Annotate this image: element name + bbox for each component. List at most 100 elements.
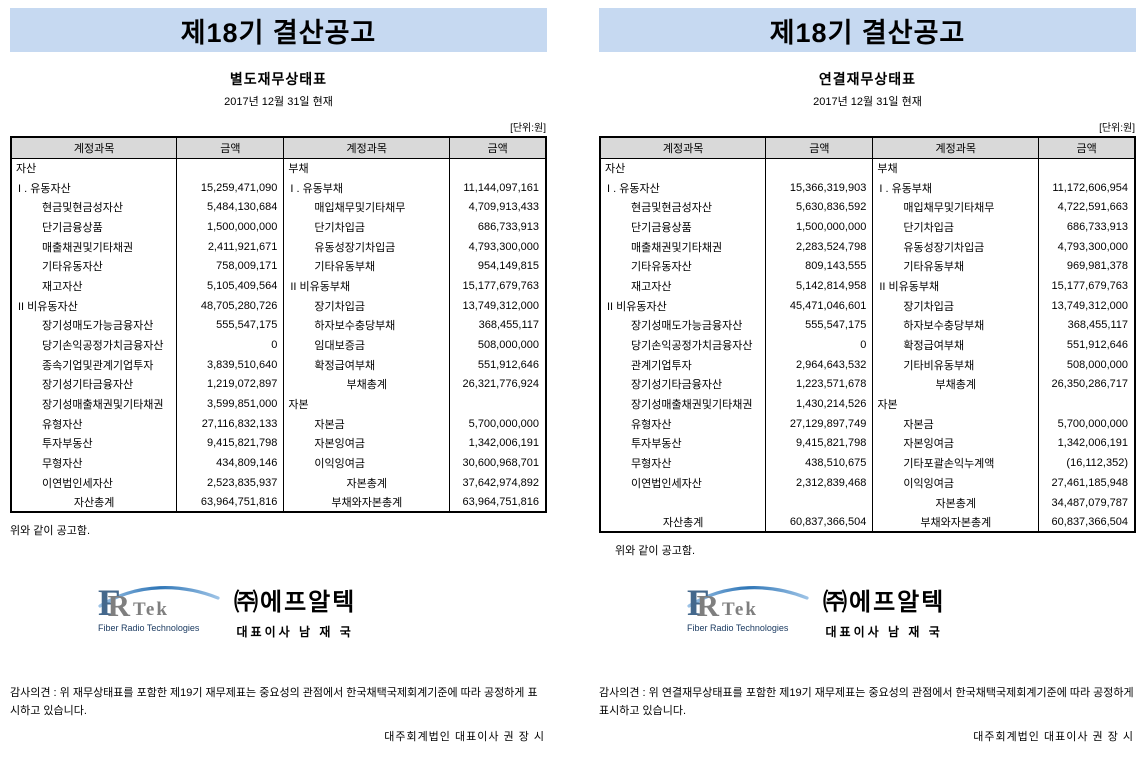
amount-cell: 15,366,319,903 [765, 177, 874, 198]
account-cell: 자본 [283, 394, 451, 414]
account-cell: 장기차입금 [283, 295, 451, 316]
amount-cell: 1,500,000,000 [765, 217, 874, 237]
account-cell: 자본 [872, 394, 1040, 414]
column-header-amount: 금액 [176, 136, 285, 159]
account-cell: 하자보수충당부채 [872, 315, 1040, 336]
amount-cell: 60,837,366,504 [1038, 512, 1136, 533]
amount-cell: 2,964,643,532 [765, 354, 874, 375]
table-row: 매출채권및기타채권 2,283,524,798 유동성장기차입금 4,793,300,… [599, 236, 1136, 257]
amount-cell: 969,981,378 [1038, 256, 1136, 277]
table-row: 종속기업및관계기업투자 3,839,510,640 확정급여부채 551,912,64… [10, 354, 547, 375]
table-row: 단기금융상품 1,500,000,000 단기차입금 686,733,913 [10, 217, 547, 237]
table-row: 현금및현금성자산 5,484,130,684 매입채무및기타채무 4,709,913,… [10, 197, 547, 218]
account-cell: 당기손익공정가치금융자산 [599, 335, 767, 355]
account-cell: 장기성매출채권및기타채권 [599, 394, 767, 414]
account-cell: 단기금융상품 [10, 217, 178, 237]
account-cell: 장기성기타금융자산 [10, 374, 178, 395]
table-row: 투자부동산 9,415,821,798 자본잉여금 1,342,006,191 [599, 433, 1136, 454]
amount-cell: 63,964,751,816 [449, 492, 547, 513]
account-cell: 자산 [10, 158, 178, 178]
account-cell: 매출채권및기타채권 [10, 236, 178, 257]
logo-word-tek: Tek [722, 599, 758, 621]
account-cell: 부채와자본총계 [872, 512, 1040, 533]
logo-swoosh-icon [98, 586, 220, 608]
amount-cell: 48,705,280,726 [176, 295, 285, 316]
amount-cell: 551,912,646 [1038, 335, 1136, 355]
account-cell: 현금및현금성자산 [599, 197, 767, 218]
amount-cell: 5,142,814,958 [765, 276, 874, 296]
account-cell: I . 유동부채 [872, 177, 1040, 198]
company-block: F R Tek Fiber Radio Technologies ㈜에프알텍 대… [687, 582, 945, 640]
amount-cell: 508,000,000 [1038, 354, 1136, 375]
account-cell: 부채 [283, 158, 451, 178]
account-cell: 투자부동산 [10, 433, 178, 454]
company-ceo: 대표이사 남 재 국 [236, 625, 354, 639]
amount-cell: 26,321,776,924 [449, 374, 547, 395]
account-cell: 자본금 [872, 413, 1040, 434]
account-cell: 투자부동산 [599, 433, 767, 454]
account-cell: 자본총계 [872, 492, 1040, 513]
table-row: 관계기업투자 2,964,643,532 기타비유동부채 508,000,000 [599, 354, 1136, 375]
logo-word-tek: Tek [133, 599, 169, 621]
column-header-amount: 금액 [449, 136, 547, 159]
balance-sheet-table: 계정과목 금액 계정과목 금액 자산 부채 I . 유동자산 15,259,471,0… [10, 136, 547, 514]
account-cell: 자산 [599, 158, 767, 178]
amount-cell: 2,411,921,671 [176, 236, 285, 257]
announcement-note: 위와 같이 공고함. [10, 525, 91, 538]
amount-cell: 368,455,117 [449, 315, 547, 336]
table-row: 무형자산 434,809,146 이익잉여금 30,600,968,701 [10, 453, 547, 473]
amount-cell: 1,219,072,897 [176, 374, 285, 395]
table-row: 자본총계 34,487,079,787 [599, 492, 1136, 513]
account-cell: 장기차입금 [872, 295, 1040, 316]
statement-subtitle: 연결재무상태표 [818, 71, 917, 87]
amount-cell: 5,700,000,000 [1038, 413, 1136, 434]
account-cell: 유형자산 [599, 413, 767, 434]
amount-cell: 45,471,046,601 [765, 295, 874, 316]
account-cell: 기타비유동부채 [872, 354, 1040, 375]
amount-cell: 2,523,835,937 [176, 473, 285, 493]
account-cell: 임대보증금 [283, 335, 451, 355]
table-row: 무형자산 438,510,675 기타포괄손익누계액 (16,112,352) [599, 453, 1136, 473]
logo-letter-f: F [687, 583, 710, 624]
page-separate-statement: 제18기 결산공고 별도재무상태표 2017년 12월 31일 현재 [단위:원… [10, 0, 547, 758]
amount-cell: 686,733,913 [449, 217, 547, 237]
table-row: 유형자산 27,116,832,133 자본금 5,700,000,000 [10, 413, 547, 434]
amount-cell: 758,009,171 [176, 256, 285, 277]
account-cell: 자산총계 [10, 492, 178, 513]
amount-cell: 15,177,679,763 [1038, 276, 1136, 296]
table-row: 장기성매도가능금융자산 555,547,175 하자보수충당부채 368,455,11… [599, 315, 1136, 336]
amount-cell: 34,487,079,787 [1038, 492, 1136, 513]
table-row: 이연법인세자산 2,523,835,937 자본총계 37,642,974,892 [10, 473, 547, 493]
amount-cell: 13,749,312,000 [449, 295, 547, 316]
table-row: 장기성매도가능금융자산 555,547,175 하자보수충당부채 368,455,11… [10, 315, 547, 336]
account-cell: 단기차입금 [872, 217, 1040, 237]
account-cell: 이익잉여금 [872, 473, 1040, 493]
audit-opinion: 감사의견 : 위 재무상태표를 포함한 제19기 재무제표는 중요성의 관점에서… [10, 687, 538, 718]
amount-cell: 4,722,591,663 [1038, 197, 1136, 218]
table-row: 자산총계 60,837,366,504 부채와자본총계 60,837,366,504 [599, 512, 1136, 533]
account-cell: 종속기업및관계기업투자 [10, 354, 178, 375]
frtek-logo: F R Tek Fiber Radio Technologies [98, 582, 220, 633]
column-header-account: 계정과목 [283, 136, 451, 159]
amount-cell: 11,144,097,161 [449, 177, 547, 198]
unit-label: [단위:원] [1099, 123, 1135, 134]
statement-subtitle: 별도재무상태표 [229, 71, 328, 87]
account-cell: 이익잉여금 [283, 453, 451, 473]
account-cell: II 비유동부채 [872, 276, 1040, 296]
account-cell: 확정급여부채 [283, 354, 451, 375]
table-row: 자산 부채 [10, 158, 547, 178]
account-cell: 자본금 [283, 413, 451, 434]
amount-cell: 809,143,555 [765, 256, 874, 277]
amount-cell: 5,700,000,000 [449, 413, 547, 434]
logo-letter-r: R [107, 588, 130, 624]
table-row: 투자부동산 9,415,821,798 자본잉여금 1,342,006,191 [10, 433, 547, 454]
table-header-row: 계정과목 금액 계정과목 금액 [10, 136, 547, 159]
account-cell: 재고자산 [599, 276, 767, 296]
amount-cell: 368,455,117 [1038, 315, 1136, 336]
amount-cell: 15,177,679,763 [449, 276, 547, 296]
amount-cell: 434,809,146 [176, 453, 285, 473]
amount-cell [449, 394, 547, 414]
account-cell: 자본총계 [283, 473, 451, 493]
page-title: 제18기 결산공고 [180, 17, 377, 48]
table-row: 자산총계 63,964,751,816 부채와자본총계 63,964,751,816 [10, 492, 547, 513]
